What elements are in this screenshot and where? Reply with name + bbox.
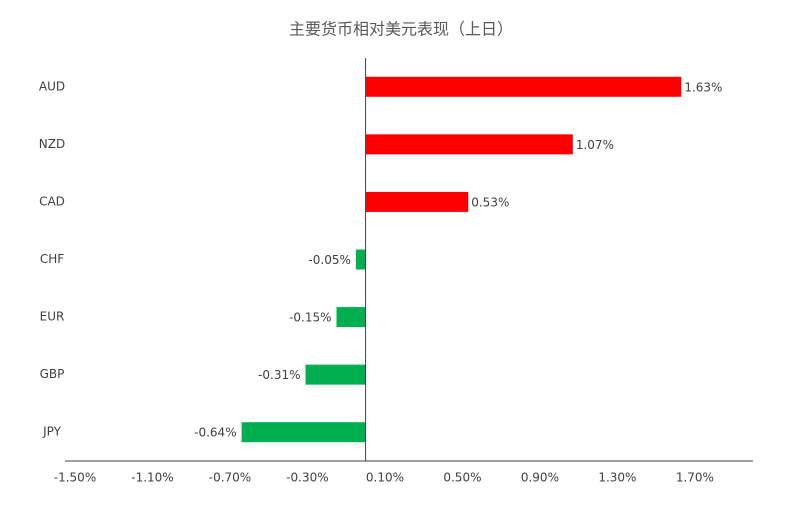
x-tick-label: -0.70% (209, 471, 251, 485)
bar (241, 422, 366, 443)
x-tick-label: -1.10% (131, 471, 173, 485)
value-label: -0.15% (289, 311, 331, 325)
chart-title: 主要货币相对美元表现（上日） (289, 20, 513, 39)
y-tick-label: GBP (40, 367, 65, 381)
value-label: -0.05% (308, 253, 350, 267)
bar (365, 191, 469, 212)
bar (355, 249, 366, 270)
y-tick-label: NZD (39, 137, 65, 151)
value-label: 1.07% (576, 138, 614, 152)
bar (365, 134, 573, 155)
value-label: -0.64% (194, 426, 236, 440)
y-tick-label: EUR (40, 310, 65, 324)
bar (305, 364, 366, 385)
y-tick-label: CAD (39, 194, 65, 208)
y-tick-label: AUD (39, 79, 65, 93)
value-label: 0.53% (471, 195, 509, 209)
x-tick-label: 1.30% (598, 471, 636, 485)
value-label: 1.63% (684, 80, 722, 94)
x-tick-label: -0.30% (286, 471, 328, 485)
y-tick-label: CHF (40, 252, 64, 266)
value-label: -0.31% (258, 368, 300, 382)
bar (336, 307, 366, 328)
x-tick-label: 0.50% (443, 471, 481, 485)
x-tick-label: 1.70% (676, 471, 714, 485)
x-tick-label: -1.50% (54, 471, 96, 485)
x-tick-label: 0.10% (366, 471, 404, 485)
y-tick-label: JPY (42, 425, 62, 439)
bar (365, 76, 682, 97)
x-tick-label: 0.90% (521, 471, 559, 485)
